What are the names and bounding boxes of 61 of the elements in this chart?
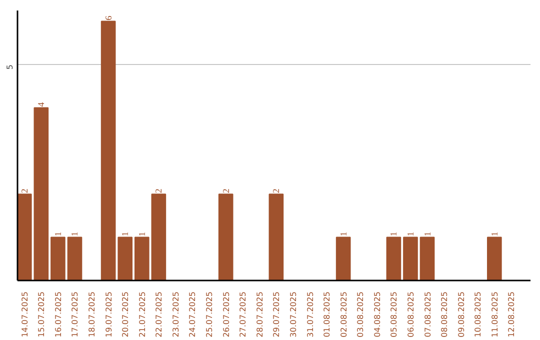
data-label: 1	[388, 232, 399, 236]
x-tick-label: 26.07.2025	[222, 291, 231, 338]
x-tick-label: 02.08.2025	[339, 291, 348, 338]
bar	[336, 236, 351, 280]
bar	[268, 194, 284, 280]
data-label: 2	[271, 188, 282, 194]
data-label: 1	[405, 232, 416, 236]
data-label: 4	[36, 102, 46, 107]
x-tick-label: 14.07.2025	[20, 291, 30, 338]
x-tick-label: 18.07.2025	[88, 291, 97, 338]
data-label: 6	[103, 15, 114, 20]
bar	[218, 194, 234, 280]
bar	[18, 194, 32, 280]
data-label: 1	[136, 232, 147, 236]
x-tick-label: 09.08.2025	[456, 291, 466, 338]
bar	[403, 236, 418, 280]
x-tick-label: 19.07.2025	[104, 291, 114, 338]
data-label: 2	[220, 188, 231, 194]
bar	[151, 194, 166, 280]
x-tick-label: 01.08.2025	[322, 291, 332, 338]
x-tick-label: 22.07.2025	[154, 291, 164, 338]
x-tick-label: 20.07.2025	[121, 291, 130, 338]
x-tick-label: 23.07.2025	[171, 291, 180, 338]
x-tick-label: 16.07.2025	[54, 291, 63, 338]
x-tick-label: 25.07.2025	[205, 291, 214, 338]
x-tick-label: 07.08.2025	[423, 291, 432, 338]
bar	[100, 20, 116, 280]
y-tick-label: 5	[6, 64, 14, 70]
bar	[386, 236, 402, 280]
data-label: 1	[338, 232, 348, 236]
bar	[50, 236, 66, 280]
data-label: 2	[154, 188, 164, 194]
x-tick-label: 06.08.2025	[406, 291, 416, 338]
bar	[486, 236, 502, 280]
bar	[118, 236, 133, 280]
data-label: 1	[70, 232, 80, 236]
data-label: 1	[489, 232, 500, 236]
x-tick-label: 30.07.2025	[288, 291, 298, 338]
x-tick-label: 21.07.2025	[138, 291, 147, 338]
x-tick-label: 05.08.2025	[390, 291, 399, 338]
x-tick-label: 10.08.2025	[474, 291, 483, 338]
bar	[134, 236, 150, 280]
x-tick-label: 08.08.2025	[440, 291, 450, 338]
x-tick-label: 12.08.2025	[507, 291, 516, 338]
data-label: 1	[422, 232, 432, 236]
x-tick-label: 28.07.2025	[255, 291, 264, 338]
x-tick-label: 17.07.2025	[70, 291, 80, 338]
x-tick-label: 29.07.2025	[272, 291, 282, 338]
x-tick-label: 11.08.2025	[490, 291, 500, 338]
data-label: 1	[52, 232, 63, 236]
bar	[34, 107, 49, 280]
x-tick-label: 31.07.2025	[306, 291, 315, 338]
x-tick-label: 04.08.2025	[372, 291, 382, 338]
data-label: 2	[19, 188, 30, 194]
data-label: 1	[120, 232, 130, 236]
bar	[420, 236, 435, 280]
x-tick-label: 27.07.2025	[238, 291, 248, 338]
bar	[67, 236, 82, 280]
x-tick-label: 24.07.2025	[188, 291, 198, 338]
x-tick-label: 03.08.2025	[356, 291, 366, 338]
x-tick-label: 15.07.2025	[37, 291, 46, 338]
